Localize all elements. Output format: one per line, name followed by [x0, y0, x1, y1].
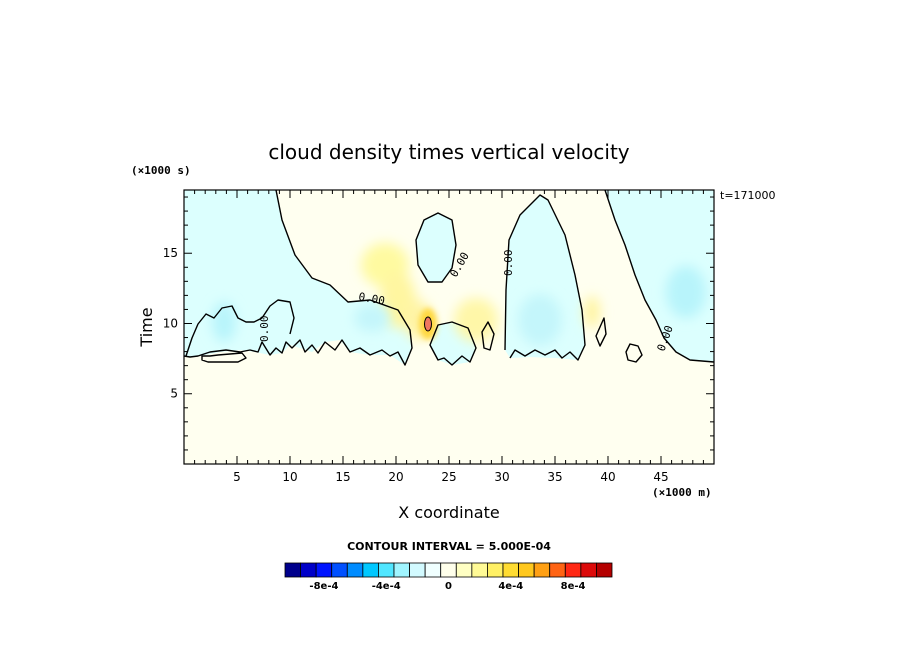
contour-left-wave	[185, 299, 295, 357]
colorbar-swatch	[455, 562, 473, 578]
colorbar-tick-label: -8e-4	[309, 581, 338, 592]
contour-core-lobe	[481, 321, 495, 351]
y-tick-label: 5	[170, 387, 178, 401]
colorbar-tick-label: 4e-4	[498, 581, 523, 592]
colorbar-swatch	[533, 562, 551, 578]
colorbar-swatch	[284, 562, 301, 578]
colorbar-swatch	[378, 562, 395, 578]
x-tick-label: 40	[600, 470, 615, 484]
updraft-core	[419, 308, 437, 340]
colorbar-swatch	[331, 562, 348, 578]
plot-area: 0.00 0.00 0.00 0.00 0.00	[184, 190, 714, 464]
axis-ticks	[184, 190, 714, 464]
contour-small-closed	[201, 352, 247, 363]
contour-labels: 0.00 0.00 0.00 0.00 0.00	[258, 250, 676, 354]
contour-left-boundary	[184, 190, 413, 366]
y-tick-labels: 5 10 15	[163, 246, 178, 401]
colorbar-swatch	[409, 562, 426, 578]
colorbar-swatch	[424, 562, 442, 578]
colorbar-swatch	[393, 562, 410, 578]
contour-label: 0.00	[502, 250, 515, 277]
negative-region-bubble	[416, 213, 456, 282]
contour-tower	[504, 194, 586, 361]
colorbar-tick-label: -4e-4	[372, 581, 401, 592]
contour-label: 0.00	[258, 316, 271, 343]
x-tick-label: 10	[282, 470, 297, 484]
x-tick-label: 35	[547, 470, 562, 484]
colorbar-swatch	[580, 562, 597, 578]
y-unit-label: (×1000 s)	[131, 164, 191, 177]
negative-region-right	[605, 190, 714, 362]
x-tick-labels: 5 10 15 20 25 30 35 40 45	[233, 470, 668, 484]
time-stamp-label: t=171000	[720, 189, 776, 202]
contour-right-small-b	[595, 317, 607, 347]
contour-right-small-a	[625, 343, 643, 363]
colorbar-swatch	[362, 562, 379, 578]
colorbar-swatch	[315, 562, 333, 578]
y-axis-label: Time	[137, 307, 156, 347]
contour-interval-text: CONTOUR INTERVAL = 5.000E-04	[347, 540, 551, 553]
negative-shading	[212, 266, 706, 346]
colorbar-swatch	[487, 562, 504, 578]
y-tick-label: 15	[163, 246, 178, 260]
colorbar-swatch	[440, 562, 457, 578]
x-tick-label: 15	[335, 470, 350, 484]
x-tick-label: 45	[653, 470, 668, 484]
colorbar-tick-labels: -8e-4 -4e-4 0 4e-4 8e-4	[309, 581, 585, 592]
y-tick-label: 10	[163, 316, 178, 330]
colorbar-swatch	[502, 562, 519, 578]
colorbar-swatch	[564, 562, 582, 578]
colorbar-swatch	[518, 562, 535, 578]
contour-center-lobe	[429, 321, 477, 366]
x-tick-label: 5	[233, 470, 241, 484]
colorbar-tick-label: 8e-4	[561, 581, 586, 592]
contour-right-boundary	[604, 190, 714, 363]
chart-title: cloud density times vertical velocity	[268, 140, 629, 164]
x-axis-label: X coordinate	[398, 503, 499, 522]
colorbar-swatch	[549, 562, 566, 578]
colorbar	[284, 562, 613, 578]
x-tick-label: 20	[388, 470, 403, 484]
colorbar-swatch	[300, 562, 317, 578]
contour-label: 0.00	[357, 290, 385, 307]
x-tick-label: 30	[494, 470, 509, 484]
x-tick-label: 25	[441, 470, 456, 484]
colorbar-swatch	[346, 562, 364, 578]
zero-contours	[184, 190, 714, 366]
colorbar-swatch	[471, 562, 488, 578]
colorbar-tick-label: 0	[445, 581, 452, 592]
x-unit-label: (×1000 m)	[652, 486, 712, 499]
colorbar-swatch	[596, 562, 613, 578]
contour-bubble	[415, 212, 457, 283]
